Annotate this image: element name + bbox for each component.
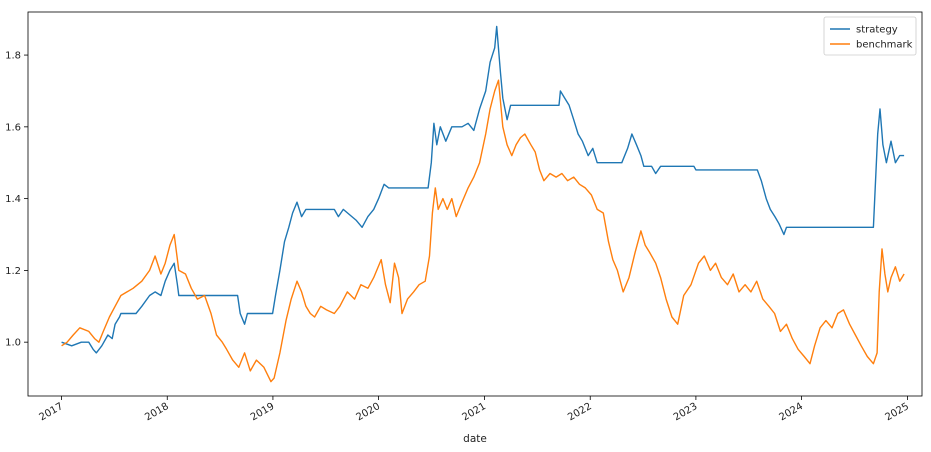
y-tick-label: 1.4 bbox=[5, 194, 21, 205]
y-tick-label: 1.0 bbox=[5, 338, 21, 349]
x-tick-label: 2017 bbox=[38, 401, 66, 423]
legend: strategy benchmark bbox=[823, 16, 917, 56]
plot-frame bbox=[27, 11, 923, 397]
x-tick-label: 2018 bbox=[143, 401, 171, 423]
legend-label-strategy: strategy bbox=[856, 25, 898, 36]
x-axis-label: date bbox=[463, 433, 487, 445]
x-tick-label: 2025 bbox=[883, 401, 911, 423]
x-axis: 2017 2018 2019 2020 2021 2022 2023 2024 2025 bbox=[38, 396, 911, 423]
x-tick-label: 2023 bbox=[672, 401, 700, 423]
x-tick-label: 2019 bbox=[249, 401, 277, 423]
x-tick-label: 2024 bbox=[778, 401, 806, 423]
y-tick-label: 1.8 bbox=[5, 51, 21, 62]
y-axis: 1.0 1.2 1.4 1.6 1.8 bbox=[5, 51, 28, 349]
x-tick-label: 2022 bbox=[566, 401, 594, 423]
x-tick-label: 2021 bbox=[461, 401, 489, 423]
x-tick-label: 2020 bbox=[355, 401, 383, 423]
plot-area bbox=[28, 12, 922, 396]
legend-label-benchmark: benchmark bbox=[856, 40, 913, 51]
legend-box bbox=[823, 16, 917, 56]
series-line-strategy bbox=[61, 25, 905, 354]
series-layer bbox=[61, 25, 905, 383]
series-line-benchmark bbox=[61, 79, 905, 383]
y-tick-label: 1.6 bbox=[5, 122, 21, 133]
y-tick-label: 1.2 bbox=[5, 266, 21, 277]
